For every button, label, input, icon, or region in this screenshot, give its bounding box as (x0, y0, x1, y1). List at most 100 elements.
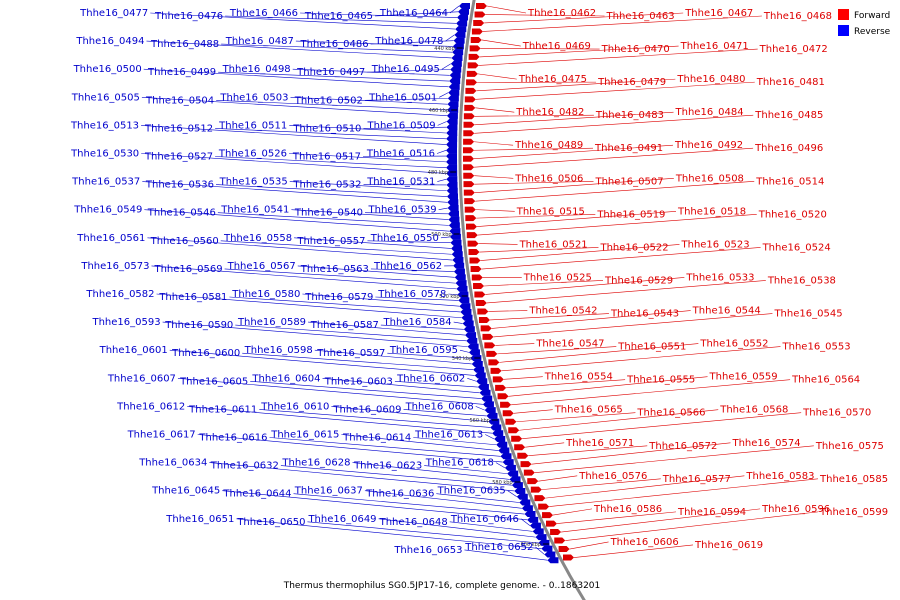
gene-feature[interactable] (449, 78, 461, 85)
gene-label[interactable]: Thhe16_0480 (676, 74, 745, 85)
gene-feature[interactable] (511, 482, 523, 489)
gene-feature[interactable] (479, 389, 491, 396)
gene-feature[interactable] (454, 31, 466, 38)
gene-feature[interactable] (527, 478, 539, 485)
gene-feature[interactable] (446, 153, 458, 160)
gene-feature[interactable] (502, 459, 514, 466)
gene-label[interactable]: Thhe16_0515 (516, 206, 585, 217)
gene-feature[interactable] (447, 205, 459, 212)
gene-label[interactable]: Thhe16_0517 (292, 152, 361, 163)
gene-label[interactable]: Thhe16_0600 (171, 348, 240, 359)
gene-feature[interactable] (447, 193, 459, 200)
gene-feature[interactable] (455, 26, 467, 33)
gene-label[interactable]: Thhe16_0483 (595, 110, 664, 121)
gene-feature[interactable] (463, 113, 475, 120)
gene-label[interactable]: Thhe16_0477 (79, 8, 148, 19)
gene-feature[interactable] (475, 299, 487, 306)
gene-label[interactable]: Thhe16_0581 (158, 292, 227, 303)
gene-label[interactable]: Thhe16_0628 (281, 458, 350, 469)
gene-label[interactable]: Thhe16_0593 (91, 317, 160, 328)
gene-label[interactable]: Thhe16_0472 (759, 44, 828, 55)
gene-feature[interactable] (453, 262, 465, 269)
gene-label[interactable]: Thhe16_0479 (597, 77, 666, 88)
gene-label[interactable]: Thhe16_0575 (815, 441, 884, 452)
gene-feature[interactable] (454, 274, 466, 281)
gene-feature[interactable] (474, 11, 486, 18)
gene-feature[interactable] (453, 37, 465, 44)
gene-label[interactable]: Thhe16_0617 (127, 430, 196, 441)
gene-label[interactable]: Thhe16_0565 (554, 405, 623, 416)
gene-feature[interactable] (452, 49, 464, 56)
gene-label[interactable]: Thhe16_0527 (144, 152, 213, 163)
gene-feature[interactable] (469, 257, 481, 264)
gene-label[interactable]: Thhe16_0650 (236, 517, 305, 528)
gene-label[interactable]: Thhe16_0519 (596, 209, 665, 220)
gene-feature[interactable] (449, 233, 461, 240)
gene-label[interactable]: Thhe16_0569 (153, 264, 222, 275)
gene-label[interactable]: Thhe16_0478 (374, 36, 443, 47)
gene-label[interactable]: Thhe16_0516 (366, 149, 435, 160)
gene-label[interactable]: Thhe16_0559 (709, 372, 778, 383)
gene-feature[interactable] (507, 470, 519, 477)
gene-label[interactable]: Thhe16_0510 (292, 123, 361, 134)
gene-feature[interactable] (446, 112, 458, 119)
gene-label[interactable]: Thhe16_0567 (227, 261, 296, 272)
gene-labels[interactable]: Thhe16_0462 Thhe16_0463 Thhe16_0467 Thhe16_… (70, 8, 888, 556)
gene-label[interactable]: Thhe16_0523 (681, 239, 750, 250)
gene-feature[interactable] (492, 430, 504, 437)
gene-label[interactable]: Thhe16_0582 (85, 289, 154, 300)
gene-label[interactable]: Thhe16_0561 (76, 233, 145, 244)
gene-label[interactable]: Thhe16_0476 (154, 11, 223, 22)
gene-label[interactable]: Thhe16_0502 (294, 95, 363, 106)
gene-feature[interactable] (464, 198, 476, 205)
gene-feature[interactable] (478, 316, 490, 323)
gene-label[interactable]: Thhe16_0462 (527, 8, 596, 19)
gene-label[interactable]: Thhe16_0512 (144, 123, 213, 134)
gene-feature[interactable] (532, 528, 544, 535)
gene-label[interactable]: Thhe16_0544 (692, 306, 761, 317)
gene-feature[interactable] (527, 516, 539, 523)
gene-label[interactable]: Thhe16_0605 (179, 376, 248, 387)
gene-feature[interactable] (465, 332, 477, 339)
gene-feature[interactable] (538, 503, 550, 510)
gene-label[interactable]: Thhe16_0506 (514, 173, 583, 184)
gene-label[interactable]: Thhe16_0522 (599, 242, 668, 253)
gene-label[interactable]: Thhe16_0577 (662, 474, 731, 485)
gene-feature[interactable] (448, 83, 460, 90)
gene-feature[interactable] (459, 303, 471, 310)
gene-label[interactable]: Thhe16_0498 (222, 64, 291, 75)
gene-label[interactable]: Thhe16_0589 (237, 317, 306, 328)
gene-feature[interactable] (471, 274, 483, 281)
gene-label[interactable]: Thhe16_0491 (594, 143, 663, 154)
gene-feature[interactable] (520, 461, 532, 468)
gene-feature[interactable] (516, 493, 528, 500)
gene-feature[interactable] (523, 469, 535, 476)
gene-feature[interactable] (473, 19, 485, 26)
gene-feature[interactable] (464, 206, 476, 213)
gene-feature[interactable] (511, 435, 523, 442)
gene-label[interactable]: Thhe16_0595 (389, 345, 458, 356)
gene-label[interactable]: Thhe16_0585 (819, 474, 888, 485)
gene-label[interactable]: Thhe16_0542 (528, 306, 597, 317)
gene-feature[interactable] (463, 164, 475, 171)
gene-label[interactable]: Thhe16_0618 (425, 458, 494, 469)
gene-label[interactable]: Thhe16_0562 (373, 261, 442, 272)
gene-feature[interactable] (446, 141, 458, 148)
gene-label[interactable]: Thhe16_0612 (116, 401, 185, 412)
gene-label[interactable]: Thhe16_0533 (685, 272, 754, 283)
gene-label[interactable]: Thhe16_0578 (377, 289, 446, 300)
gene-label[interactable]: Thhe16_0594 (677, 507, 746, 518)
gene-feature[interactable] (466, 79, 478, 86)
gene-label[interactable]: Thhe16_0557 (296, 236, 365, 247)
gene-label[interactable]: Thhe16_0537 (71, 177, 140, 188)
gene-feature[interactable] (453, 268, 465, 275)
gene-label[interactable]: Thhe16_0466 (229, 8, 298, 19)
gene-feature[interactable] (535, 534, 547, 541)
gene-label[interactable]: Thhe16_0497 (296, 67, 365, 78)
gene-feature[interactable] (463, 181, 475, 188)
gene-feature[interactable] (521, 505, 533, 512)
gene-feature[interactable] (502, 410, 514, 417)
gene-label[interactable]: Thhe16_0632 (210, 461, 279, 472)
gene-feature[interactable] (467, 240, 479, 247)
gene-label[interactable]: Thhe16_0500 (73, 64, 142, 75)
